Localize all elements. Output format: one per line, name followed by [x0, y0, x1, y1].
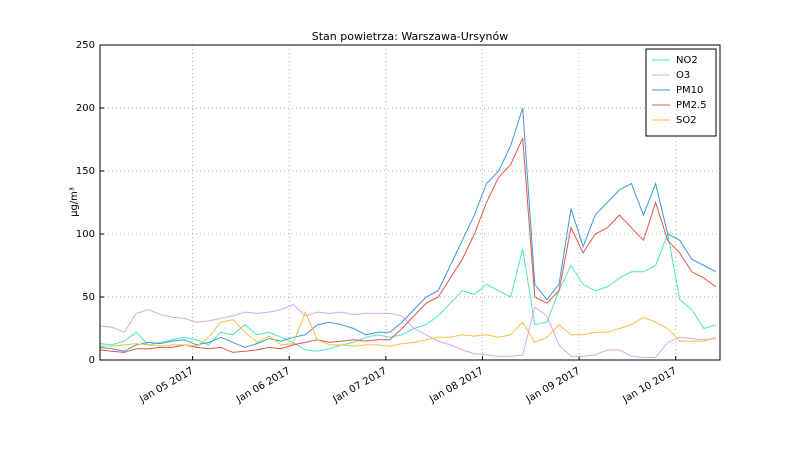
y-tick-label: 50	[82, 292, 95, 303]
legend-label: NO2	[676, 55, 698, 66]
chart-title: Stan powietrza: Warszawa-Ursynów	[312, 30, 509, 43]
legend-box	[645, 48, 717, 137]
x-tick-label: Jan 10 2017	[620, 366, 678, 406]
legend-label: SO2	[676, 115, 697, 126]
series-line	[99, 107, 717, 352]
x-tick-label: Jan 09 2017	[524, 366, 582, 406]
x-tick-label: Jan 08 2017	[427, 366, 485, 406]
x-tick-label: Jan 07 2017	[331, 366, 389, 406]
y-tick-label: 0	[89, 355, 95, 366]
x-tick-label: Jan 05 2017	[137, 366, 195, 406]
legend-label: PM10	[676, 85, 703, 96]
plot-frame	[99, 44, 721, 361]
legend-label: PM2.5	[676, 100, 707, 111]
series-line	[100, 310, 717, 347]
y-tick-label: 150	[76, 166, 95, 177]
x-tick-label: Jan 06 2017	[234, 366, 292, 406]
legend-label: O3	[676, 70, 690, 81]
y-tick-label: 200	[76, 103, 95, 114]
series-line	[99, 232, 717, 352]
series-line	[99, 137, 717, 353]
y-axis-label: µg/m³	[69, 187, 80, 217]
y-tick-label: 250	[76, 40, 95, 51]
y-tick-label: 100	[76, 229, 95, 240]
